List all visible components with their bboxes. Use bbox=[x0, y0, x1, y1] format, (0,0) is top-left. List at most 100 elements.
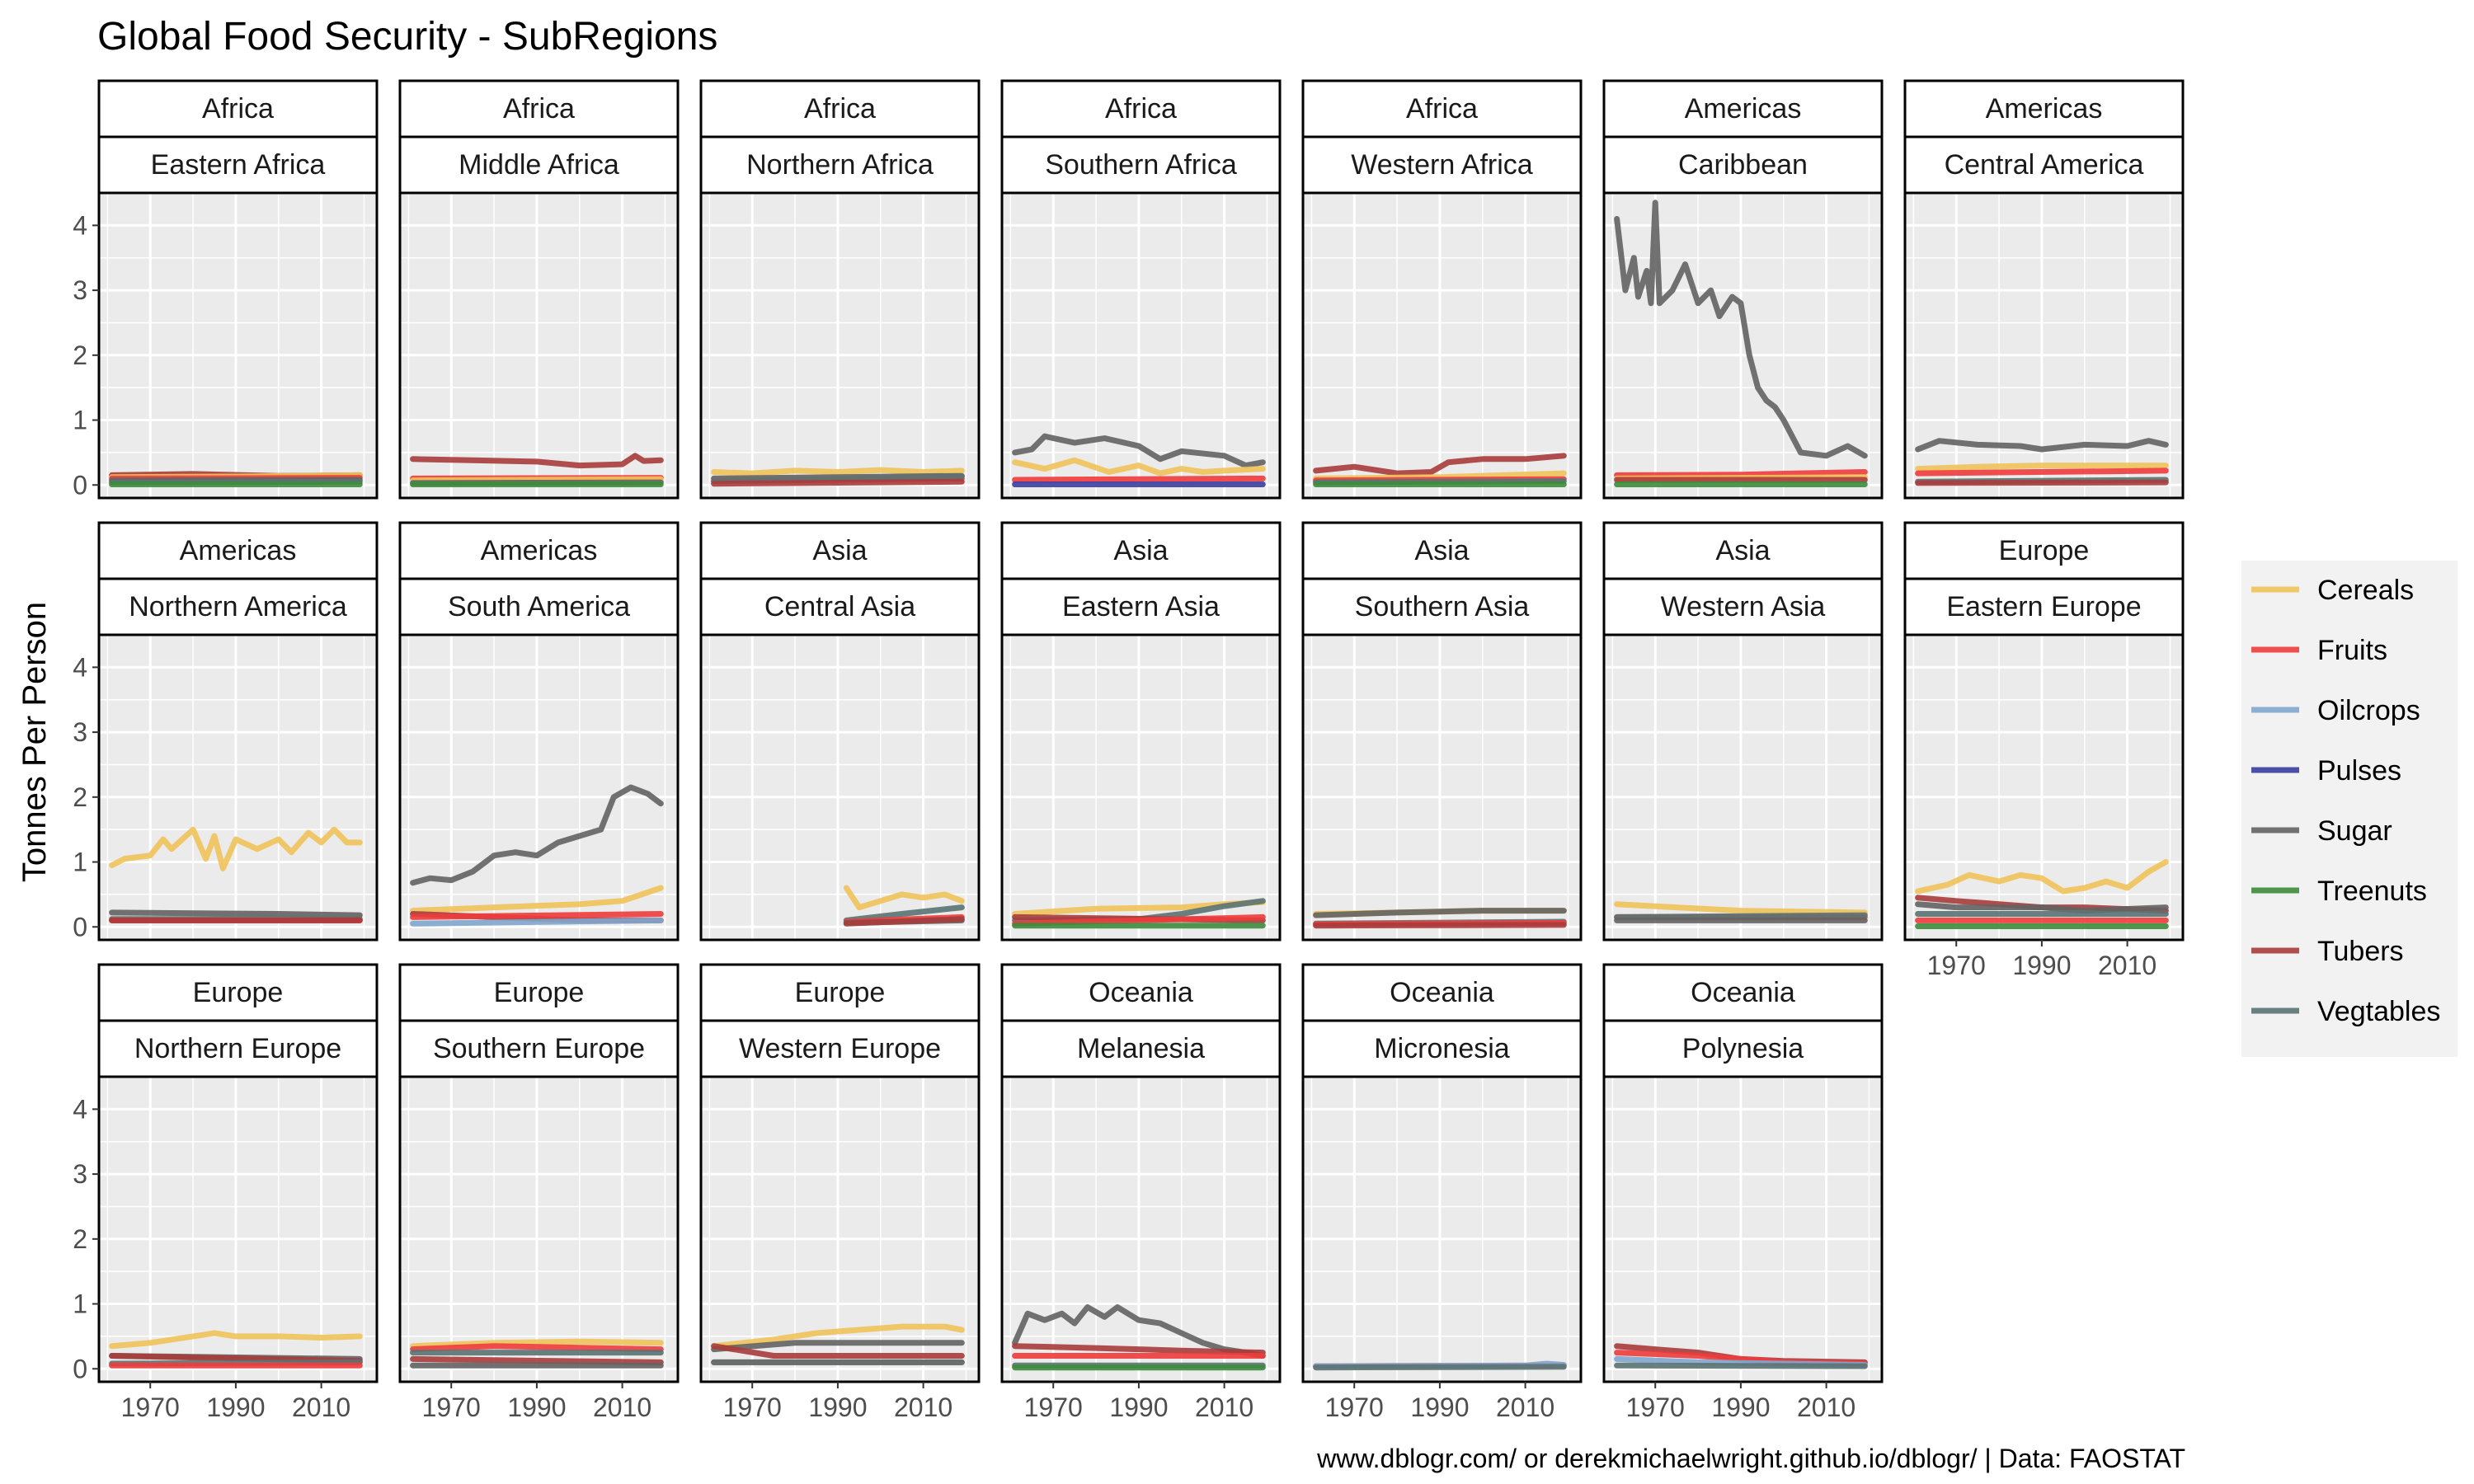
strip-region-label: Asia bbox=[1715, 535, 1770, 566]
panel-background bbox=[99, 635, 377, 940]
strip-subregion-box bbox=[1301, 1019, 1583, 1078]
strip-subregion-box bbox=[97, 1019, 379, 1078]
panel-border bbox=[699, 191, 981, 500]
strip-subregion-label: Eastern Africa bbox=[151, 149, 326, 181]
y-tick-label: 2 bbox=[73, 782, 87, 812]
series-line-tubers-southern-asia bbox=[1313, 922, 1567, 929]
panel-border bbox=[398, 633, 680, 942]
series-line-sugar-western-europe bbox=[711, 1340, 965, 1353]
panel-western-europe: Europe Western Europe 1970 1990 2010 bbox=[699, 963, 981, 1422]
strip-region-box bbox=[1602, 521, 1884, 580]
panel-polynesia: Oceania Polynesia 1970 1990 2010 bbox=[1602, 963, 1884, 1422]
strip-subregion-label: Eastern Asia bbox=[1062, 591, 1220, 622]
y-tick-label: 4 bbox=[73, 1094, 87, 1124]
series-line-cereals-northern-africa bbox=[711, 467, 965, 477]
series-line-cereals-central-asia bbox=[843, 885, 965, 911]
strip-subregion-box bbox=[1903, 577, 2185, 636]
strip-region-label: Oceania bbox=[1691, 977, 1795, 1008]
panel-background bbox=[1604, 635, 1882, 940]
series-line-sugar-eastern-europe bbox=[1915, 901, 2169, 914]
y-tick-label: 0 bbox=[73, 470, 87, 500]
series-line-sugar-central-america bbox=[1915, 438, 2169, 453]
strip-subregion-box bbox=[398, 1019, 680, 1078]
strip-region-label: Oceania bbox=[1089, 977, 1193, 1008]
strip-subregion-box bbox=[1301, 135, 1583, 195]
x-tick-label: 1990 bbox=[507, 1392, 566, 1422]
panel-background bbox=[1905, 635, 2183, 940]
strip-subregion-label: Northern America bbox=[129, 591, 347, 622]
y-tick-label: 1 bbox=[73, 1289, 87, 1319]
y-tick-label: 3 bbox=[73, 1159, 87, 1189]
x-tick-label: 1970 bbox=[1927, 951, 1986, 980]
panel-eastern-europe: Europe Eastern Europe 1970 1990 2010 bbox=[1903, 521, 2185, 980]
strip-region-box bbox=[97, 963, 379, 1022]
panel-background bbox=[1002, 1077, 1280, 1382]
series-line-tubers-western-africa bbox=[1313, 453, 1567, 477]
strip-region-box bbox=[699, 963, 981, 1022]
strip-subregion-box bbox=[1000, 135, 1282, 195]
series-line-fruits-eastern-asia bbox=[1012, 913, 1266, 927]
x-tick-label: 1970 bbox=[723, 1392, 782, 1422]
legend: Cereals Fruits Oilcrops Pulses Sugar Treenuts… bbox=[2241, 561, 2458, 1057]
series-line-cereals-southern-europe bbox=[410, 1338, 664, 1350]
panel-background bbox=[400, 1077, 678, 1382]
y-tick-label: 1 bbox=[73, 406, 87, 435]
series-line-sugar-southern-africa bbox=[1012, 433, 1266, 469]
series-line-cereals-southern-africa bbox=[1012, 457, 1266, 477]
panel-background bbox=[400, 193, 678, 498]
strip-region-box bbox=[1903, 521, 2185, 580]
series-line-cereals-eastern-europe bbox=[1915, 859, 2169, 895]
x-tick-label: 1990 bbox=[2012, 951, 2071, 980]
series-line-sugar-melanesia bbox=[1012, 1304, 1266, 1359]
strip-region-label: Africa bbox=[804, 93, 876, 124]
panel-background bbox=[1303, 193, 1581, 498]
strip-region-box bbox=[1903, 79, 2185, 139]
x-tick-label: 1970 bbox=[1325, 1392, 1384, 1422]
strip-region-label: Oceania bbox=[1390, 977, 1494, 1008]
strip-subregion-box bbox=[699, 577, 981, 636]
legend-label-treenuts: Treenuts bbox=[2317, 876, 2427, 907]
legend-label-tubers: Tubers bbox=[2317, 936, 2404, 967]
panel-background bbox=[1604, 1077, 1882, 1382]
strip-region-box bbox=[398, 521, 680, 580]
legend-background bbox=[2241, 561, 2458, 1057]
strip-region-label: Africa bbox=[202, 93, 274, 124]
panel-border bbox=[1301, 191, 1583, 500]
panel-border bbox=[1602, 1075, 1884, 1383]
x-tick-label: 2010 bbox=[292, 1392, 350, 1422]
x-tick-label: 1970 bbox=[121, 1392, 180, 1422]
series-line-fruits-southern-africa bbox=[1012, 475, 1266, 483]
strip-region-label: Europe bbox=[795, 977, 886, 1008]
series-line-cereals-northern-america bbox=[109, 826, 363, 871]
strip-region-label: Americas bbox=[1986, 93, 2103, 124]
x-tick-label: 1970 bbox=[1024, 1392, 1083, 1422]
x-tick-label: 2010 bbox=[1496, 1392, 1554, 1422]
x-tick-label: 1990 bbox=[1109, 1392, 1168, 1422]
series-line-tubers-central-america bbox=[1915, 479, 2169, 486]
series-line-vegtables-northern-africa bbox=[711, 473, 965, 484]
panel-border bbox=[1000, 633, 1282, 942]
y-axis-title: Tonnes Per Person bbox=[16, 602, 53, 882]
y-tick-label: 0 bbox=[73, 912, 87, 942]
series-line-cereals-northern-europe bbox=[109, 1330, 363, 1350]
x-tick-label: 1970 bbox=[1626, 1392, 1685, 1422]
panel-background bbox=[1303, 635, 1581, 940]
panel-background bbox=[1002, 635, 1280, 940]
x-tick-label: 1990 bbox=[206, 1392, 265, 1422]
strip-region-label: Africa bbox=[503, 93, 575, 124]
series-line-vegtables-polynesia bbox=[1614, 1362, 1868, 1369]
x-tick-label: 2010 bbox=[1195, 1392, 1253, 1422]
panel-melanesia: Oceania Melanesia 1970 1990 2010 bbox=[1000, 963, 1282, 1422]
strip-subregion-box bbox=[398, 135, 680, 195]
panel-border bbox=[97, 191, 379, 500]
y-tick-label: 2 bbox=[73, 340, 87, 370]
series-line-vegtables-western-asia bbox=[1614, 912, 1868, 920]
strip-region-box bbox=[398, 963, 680, 1022]
strip-region-label: Europe bbox=[494, 977, 585, 1008]
strip-region-label: Asia bbox=[1113, 535, 1168, 566]
legend-label-pulses: Pulses bbox=[2317, 755, 2401, 787]
strip-subregion-box bbox=[1602, 577, 1884, 636]
strip-subregion-box bbox=[1903, 135, 2185, 195]
strip-region-label: Americas bbox=[180, 535, 297, 566]
